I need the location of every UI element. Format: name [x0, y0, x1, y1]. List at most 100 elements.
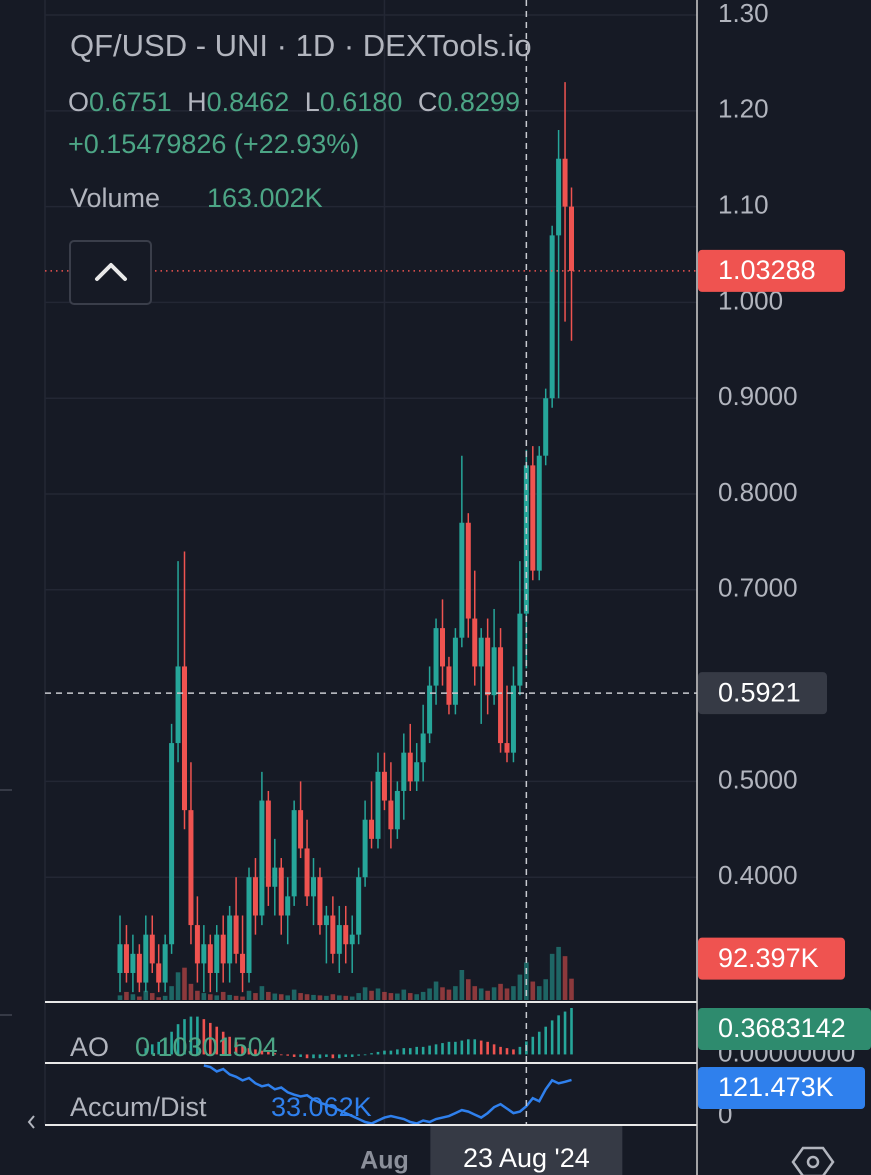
ao-bar [467, 1039, 470, 1055]
ao-bar [363, 1054, 367, 1056]
ao-bar [370, 1053, 373, 1055]
volume-bar [208, 994, 213, 1000]
ao-bar [331, 1054, 335, 1059]
ao-bar [228, 1036, 231, 1055]
volume-bar [130, 994, 136, 1000]
candle-body [311, 877, 316, 897]
x-tick-label: Aug [360, 1147, 409, 1175]
crosshair-price-box [698, 672, 827, 715]
candle-body [543, 398, 549, 456]
candle-body [182, 666, 187, 811]
ao-bar [454, 1041, 457, 1055]
ao-bar [279, 1054, 283, 1056]
volume-bar [466, 979, 471, 1000]
ao-bar [209, 1022, 212, 1055]
candle-body [401, 752, 407, 791]
chevron-up-icon [95, 263, 127, 281]
volume-bar [543, 979, 548, 1000]
candle-body [285, 896, 291, 916]
collapse-button[interactable] [69, 240, 152, 305]
candle-body [298, 810, 304, 849]
ao-bar [537, 1031, 541, 1055]
ao-bar [344, 1054, 348, 1057]
ohlc-value: 0.8462 [207, 87, 290, 117]
volume-bar [311, 994, 316, 1000]
volume-bar [266, 991, 271, 1000]
last-price-box [698, 249, 845, 292]
volume-bar [285, 995, 290, 1000]
ohlc-value: 0.6751 [89, 87, 172, 117]
ao-bar [570, 1007, 573, 1055]
candle-body [362, 819, 368, 878]
ao-bar [176, 1024, 180, 1055]
change-legend: +0.15479826 (+22.93%) [68, 129, 359, 159]
scroll-left-icon[interactable] [27, 1115, 35, 1129]
candle-body [381, 771, 387, 801]
candle-body [252, 877, 258, 916]
volume-bar [137, 996, 142, 1000]
candle-body [304, 848, 310, 897]
ao-bar [299, 1054, 302, 1057]
candle-body [117, 944, 123, 973]
volume-bar [459, 970, 465, 1000]
volume-bar [291, 989, 297, 1000]
candle-body [278, 867, 284, 916]
ao-bar [189, 1016, 193, 1055]
candle-body [336, 925, 342, 954]
candle-body [452, 637, 458, 705]
crosshair-date-box [430, 1126, 623, 1175]
volume-bar [569, 978, 574, 1000]
ao-bar [157, 1041, 160, 1055]
volume-bar [485, 990, 490, 1000]
candle-body [207, 944, 213, 973]
volume-bar [259, 986, 265, 1000]
volume-bar [498, 983, 503, 1000]
candle-body [472, 618, 478, 667]
volume-bar [349, 996, 355, 1000]
volume-bar [240, 996, 245, 1000]
crosshair-price-label: 0.5921 [718, 677, 801, 707]
ao-bar [144, 1048, 148, 1055]
ao-bar [460, 1040, 464, 1055]
volume-bar [369, 990, 374, 1000]
candle-body [149, 934, 155, 964]
volume-legend-label: Volume [70, 183, 160, 213]
candle-body [394, 790, 400, 830]
candle-body [233, 915, 239, 954]
volume-bar [143, 990, 149, 1000]
ao-bar [292, 1054, 296, 1057]
volume-bar [337, 995, 342, 1000]
ao-bar [267, 1051, 270, 1055]
ao-bar [286, 1054, 289, 1056]
candle-body [388, 800, 394, 830]
volume-bar [195, 990, 200, 1000]
ao-bar [557, 1015, 560, 1055]
volume-bar [330, 994, 336, 1000]
ao-bar [518, 1046, 522, 1055]
y-tick-label: 0.7000 [718, 573, 798, 603]
volume-bar [414, 994, 419, 1000]
ao-bar [150, 1044, 154, 1055]
candle-body [510, 685, 516, 753]
volume-bar [175, 972, 181, 1000]
ao-bar [550, 1020, 554, 1055]
volume-bar [356, 993, 361, 1000]
volume-bar [401, 989, 407, 1000]
ao-bar [241, 1045, 244, 1055]
candle-body [349, 934, 355, 945]
ao-bar [473, 1039, 477, 1055]
candle-body [156, 963, 162, 983]
last-price-label: 1.03288 [718, 255, 816, 285]
candle-body [201, 944, 207, 964]
candle-body [169, 743, 175, 945]
candle-body [162, 944, 168, 983]
ao-bar [376, 1051, 380, 1055]
ao-bar [428, 1045, 431, 1055]
ao-bar [260, 1050, 264, 1055]
ad-legend-value: 33.062K [271, 1092, 372, 1122]
y-tick-label: 0.9000 [718, 381, 798, 411]
volume-bar [536, 986, 542, 1000]
candle-body [569, 206, 574, 271]
settings-icon[interactable] [791, 1146, 835, 1175]
ohlc-key: L [305, 87, 320, 117]
